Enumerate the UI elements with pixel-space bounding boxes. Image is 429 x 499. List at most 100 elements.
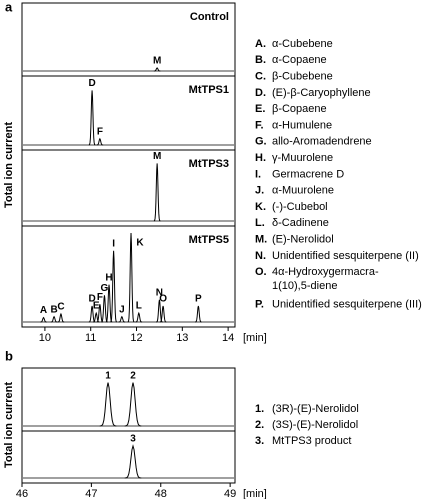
legend-name: β-Cubebene xyxy=(272,71,333,83)
peak xyxy=(153,163,161,222)
peak-label: 1 xyxy=(105,370,111,381)
peak-label: L xyxy=(136,301,142,312)
peak-label: G xyxy=(101,283,109,294)
legend-name: Germacrene D xyxy=(272,168,344,180)
peak-label: K xyxy=(136,238,144,249)
x-tick-label: 14 xyxy=(222,332,234,344)
peak-label: F xyxy=(97,126,103,137)
legend-key: B. xyxy=(255,54,266,66)
legend-key: 2. xyxy=(255,419,264,431)
panel-title: MtTPS5 xyxy=(189,234,229,246)
legend-name: (3R)-(E)-Nerolidol xyxy=(272,403,359,415)
peak-label: E xyxy=(93,301,100,312)
peak xyxy=(124,382,142,427)
peak-label: H xyxy=(105,272,112,283)
legend-key: H. xyxy=(255,152,266,164)
legend-name: β-Copaene xyxy=(272,103,327,115)
peak-label: B xyxy=(50,304,57,315)
panel-frame xyxy=(21,430,236,484)
peak xyxy=(195,305,202,323)
legend-key: N. xyxy=(255,250,266,262)
peak-label: F xyxy=(97,292,103,303)
legend-name: (E)-Nerolidol xyxy=(272,234,334,246)
legend-name: Unidentified sesquiterpene (III) xyxy=(272,299,422,311)
legend-name: (-)-Cubebol xyxy=(272,201,328,213)
x-unit: [min] xyxy=(243,332,267,344)
legend-name: δ-Cadinene xyxy=(272,217,329,229)
legend-key: G. xyxy=(255,136,267,148)
legend-key: C. xyxy=(255,71,266,83)
peak xyxy=(118,315,126,323)
peak-label: P xyxy=(195,294,202,305)
y-axis-label: Total ion current xyxy=(3,122,15,208)
y-axis-label: Total ion current xyxy=(3,382,15,468)
x-tick-label: 47 xyxy=(85,488,97,499)
peak xyxy=(50,315,58,323)
x-tick-label: 48 xyxy=(155,488,167,499)
peak-label: 2 xyxy=(130,370,136,381)
peak xyxy=(110,250,118,323)
peak xyxy=(88,90,96,146)
panel-title: Control xyxy=(190,11,229,23)
peak-label: D xyxy=(88,78,95,89)
peak-label: I xyxy=(112,238,115,249)
x-tick-label: 12 xyxy=(130,332,142,344)
peak-label: J xyxy=(119,304,125,315)
x-tick-label: 49 xyxy=(224,488,236,499)
legend-name: Unidentified sesquiterpene (II) xyxy=(272,250,419,262)
legend-key: A. xyxy=(255,38,266,50)
peak-label: M xyxy=(153,56,161,67)
x-tick-label: 13 xyxy=(176,332,188,344)
legend-key: 1. xyxy=(255,403,264,415)
panel-label: b xyxy=(5,348,13,363)
peak xyxy=(127,232,135,323)
legend-name: α-Humulene xyxy=(272,119,332,131)
panel-label: a xyxy=(5,0,13,14)
x-tick-label: 46 xyxy=(16,488,28,499)
legend-key: M. xyxy=(255,234,267,246)
legend-name: α-Muurolene xyxy=(272,185,334,197)
legend-key: J. xyxy=(255,185,264,197)
legend-key: 3. xyxy=(255,435,264,447)
legend-key: P. xyxy=(255,299,264,311)
peak xyxy=(57,312,65,323)
peak-label: 3 xyxy=(130,434,136,445)
peak xyxy=(40,316,47,323)
peak-label: C xyxy=(57,302,64,313)
legend-key: F. xyxy=(255,119,264,131)
legend-key: K. xyxy=(255,201,266,213)
peak xyxy=(135,311,143,323)
peak-label: M xyxy=(153,151,161,162)
panel-title: MtTPS3 xyxy=(189,158,229,170)
legend-key: D. xyxy=(255,87,266,99)
legend-name: α-Cubebene xyxy=(272,38,333,50)
peak-label: N xyxy=(156,287,163,298)
panel-frame xyxy=(21,225,236,328)
peak-label: D xyxy=(88,294,95,305)
peak xyxy=(99,382,117,427)
peak xyxy=(124,444,142,479)
peak-label: O xyxy=(159,294,167,305)
peak xyxy=(156,299,163,323)
legend-name: 4α-Hydroxygermacra- xyxy=(272,266,379,278)
peak xyxy=(159,305,167,323)
legend-name: MtTPS3 product xyxy=(272,435,351,447)
x-tick-label: 10 xyxy=(39,332,51,344)
legend-key: I. xyxy=(255,168,261,180)
peak xyxy=(153,67,161,72)
legend-name: γ-Muurolene xyxy=(272,152,333,164)
legend-key: L. xyxy=(255,217,265,229)
x-unit: [min] xyxy=(243,488,267,499)
legend-key: E. xyxy=(255,103,265,115)
legend-key: O. xyxy=(255,266,267,278)
legend-name: allo-Aromadendrene xyxy=(272,136,372,148)
panel-title: MtTPS1 xyxy=(189,84,229,96)
x-tick-label: 11 xyxy=(85,332,96,344)
legend-name: α-Copaene xyxy=(272,54,327,66)
peak xyxy=(96,137,104,146)
legend-name: (3S)-(E)-Nerolidol xyxy=(272,419,358,431)
peak xyxy=(92,311,100,323)
peak-label: A xyxy=(40,305,47,316)
legend-name: 1(10),5-diene xyxy=(272,280,337,292)
